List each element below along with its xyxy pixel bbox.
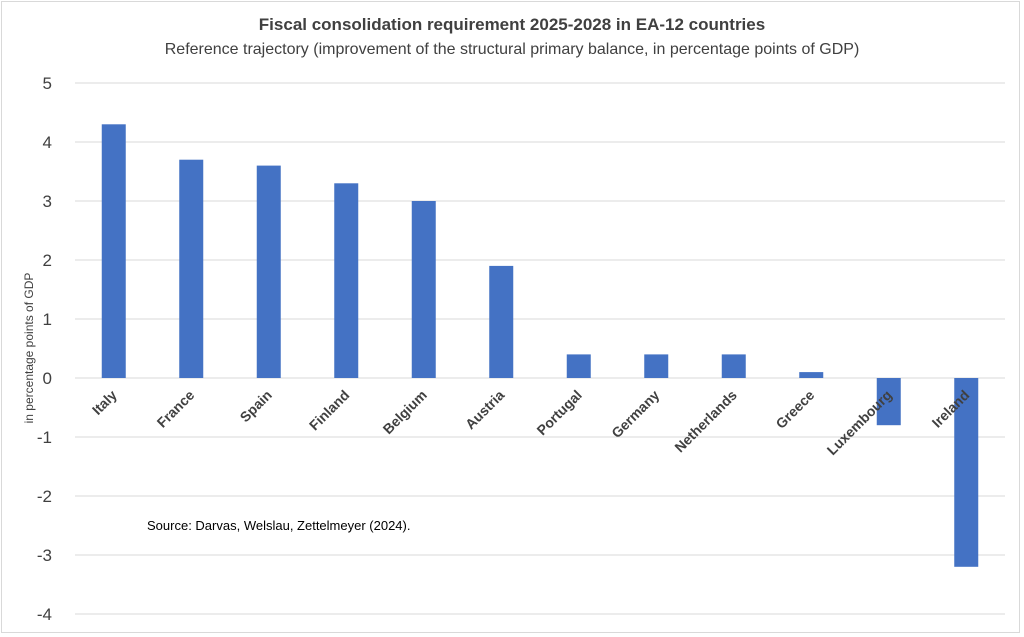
y-tick-label: 2 [43,251,52,270]
chart-subtitle: Reference trajectory (improvement of the… [165,41,860,58]
x-tick-label: France [154,387,198,431]
bar-finland [334,183,359,378]
bar-greece [799,372,824,378]
x-tick-label: Spain [237,387,275,425]
x-tick-label: Italy [89,387,120,418]
x-tick-label: Netherlands [671,387,740,456]
y-tick-label: -4 [37,605,52,624]
x-tick-label: Belgium [380,387,430,437]
bars [101,124,979,567]
y-axis-ticks: 5 4 3 2 1 0 -1 -2 -3 -4 [37,74,52,624]
y-tick-label: 1 [43,310,52,329]
x-tick-label: Greece [772,387,817,432]
bar-austria [489,265,514,378]
chart-title: Fiscal consolidation requirement 2025-20… [259,15,765,34]
y-tick-label: -1 [37,428,52,447]
bar-france [179,159,204,378]
source-annotation: Source: Darvas, Welslau, Zettelmeyer (20… [147,518,410,533]
y-axis-label: in percentage points of GDP [22,273,36,424]
x-tick-label: Finland [306,387,353,434]
x-tick-label: Portugal [533,387,584,438]
bar-belgium [411,201,436,378]
y-tick-label: -2 [37,487,52,506]
bar-portugal [566,354,591,378]
y-tick-label: 0 [43,369,52,388]
y-tick-label: 3 [43,192,52,211]
x-tick-label: Austria [462,387,508,433]
x-tick-label: Germany [608,387,662,441]
y-tick-label: 5 [43,74,52,93]
gridlines [75,82,1005,615]
bar-netherlands [721,354,746,378]
y-tick-label: -3 [37,546,52,565]
bar-italy [101,124,126,378]
x-axis-labels: Italy France Spain Finland Belgium Austria Por… [89,387,973,458]
bar-ireland [954,378,979,567]
bar-germany [644,354,669,378]
y-tick-label: 4 [43,133,52,152]
bar-spain [256,165,281,378]
bar-luxembourg [876,378,901,426]
